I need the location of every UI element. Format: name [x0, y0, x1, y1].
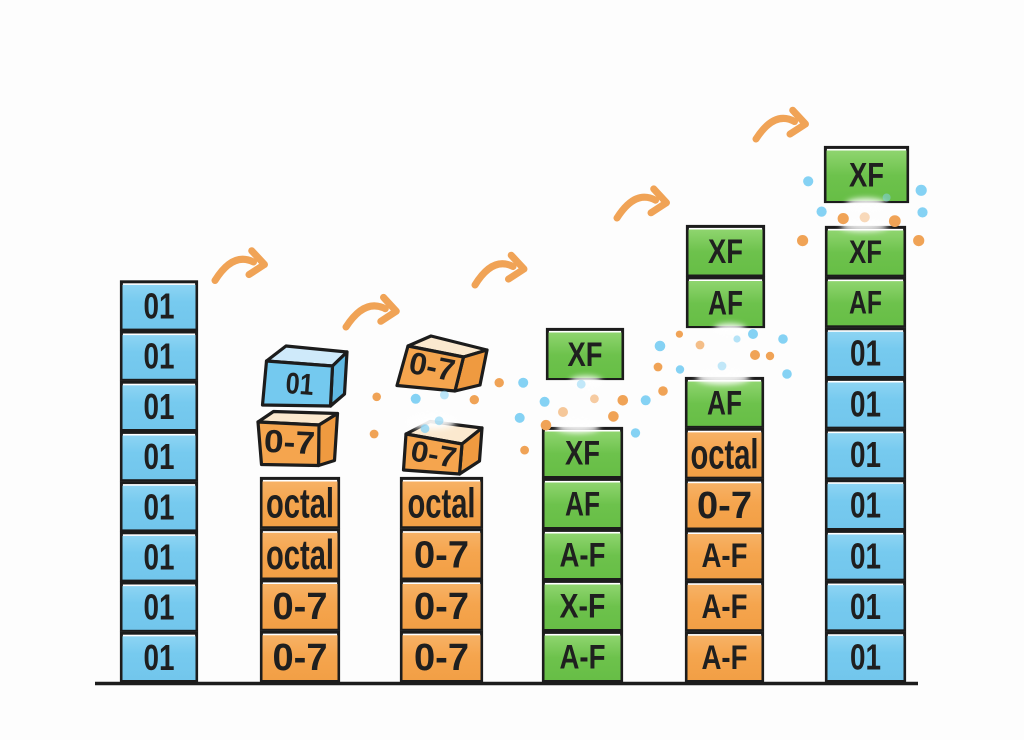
- svg-text:01: 01: [850, 535, 881, 576]
- svg-text:XF: XF: [849, 157, 884, 195]
- svg-text:0-7: 0-7: [273, 586, 328, 628]
- svg-text:01: 01: [144, 336, 175, 377]
- svg-text:01: 01: [144, 286, 175, 327]
- svg-text:octal: octal: [691, 430, 759, 477]
- svg-text:XF: XF: [708, 233, 743, 271]
- svg-text:01: 01: [144, 486, 175, 527]
- svg-text:01: 01: [144, 587, 175, 628]
- svg-text:XF: XF: [849, 234, 882, 270]
- svg-text:01: 01: [285, 367, 315, 402]
- svg-text:01: 01: [850, 637, 881, 678]
- svg-text:A-F: A-F: [702, 537, 748, 575]
- svg-text:AF: AF: [565, 486, 600, 524]
- svg-text:01: 01: [144, 537, 175, 578]
- svg-text:octal: octal: [408, 480, 476, 527]
- svg-text:01: 01: [850, 333, 881, 374]
- svg-text:01: 01: [850, 383, 881, 424]
- svg-text:X-F: X-F: [560, 588, 606, 626]
- svg-text:01: 01: [850, 485, 881, 526]
- svg-text:octal: octal: [266, 480, 334, 527]
- svg-text:01: 01: [144, 637, 175, 678]
- svg-text:AF: AF: [707, 385, 742, 423]
- svg-text:A-F: A-F: [560, 639, 606, 677]
- svg-text:AF: AF: [849, 285, 882, 321]
- svg-text:0-7: 0-7: [697, 485, 752, 527]
- svg-text:A-F: A-F: [560, 537, 606, 575]
- svg-text:XF: XF: [565, 435, 600, 473]
- svg-text:01: 01: [850, 434, 881, 475]
- svg-text:0-7: 0-7: [414, 586, 469, 628]
- svg-text:XF: XF: [568, 336, 603, 374]
- svg-text:01: 01: [144, 386, 175, 427]
- svg-text:0-7: 0-7: [414, 637, 469, 679]
- svg-text:0-7: 0-7: [408, 435, 459, 475]
- svg-text:AF: AF: [708, 285, 743, 323]
- svg-text:01: 01: [144, 436, 175, 477]
- svg-text:0-7: 0-7: [414, 535, 469, 577]
- svg-text:A-F: A-F: [702, 639, 748, 677]
- svg-text:A-F: A-F: [702, 588, 748, 626]
- svg-text:octal: octal: [266, 531, 334, 578]
- svg-text:0-7: 0-7: [273, 637, 328, 679]
- svg-text:01: 01: [850, 586, 881, 627]
- svg-text:0-7: 0-7: [263, 423, 316, 461]
